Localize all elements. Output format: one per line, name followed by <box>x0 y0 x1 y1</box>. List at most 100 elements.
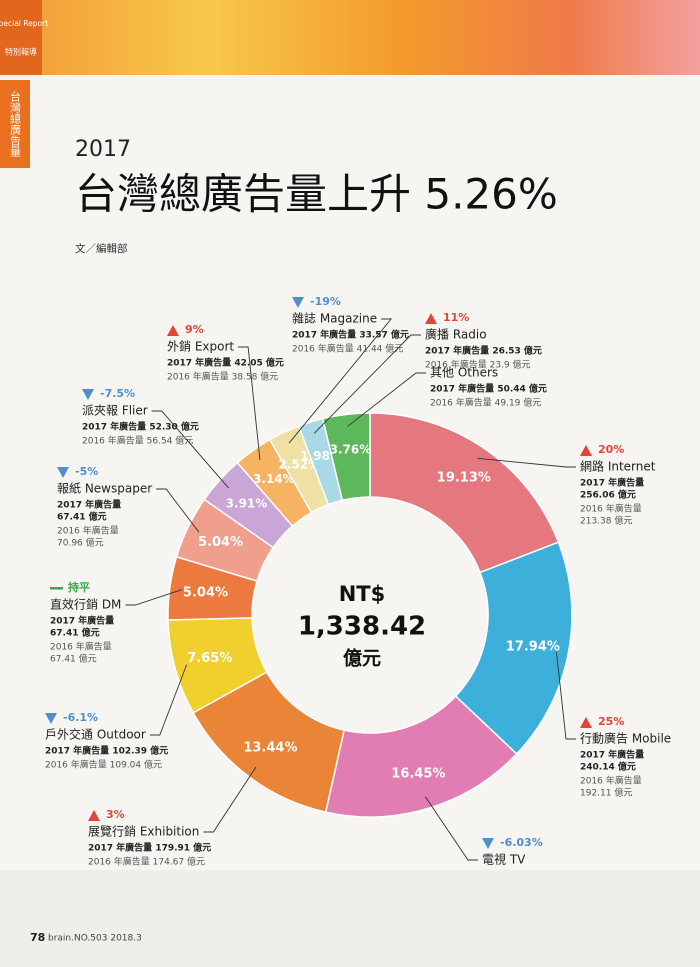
trend-down <box>292 297 304 308</box>
value-2017: 240.14 億元 <box>580 761 636 773</box>
category-name: 派夾報 Flier <box>82 404 148 418</box>
value-2016: 2016 年廣告量 41.44 億元 <box>292 343 403 355</box>
value-2016: 67.41 億元 <box>50 653 97 665</box>
value-2016: 2016 年廣告量 <box>580 775 642 787</box>
value-2016: 192.11 億元 <box>580 787 632 799</box>
category-name: 電視 TV <box>482 852 526 867</box>
trend-flat <box>50 587 63 590</box>
slice <box>454 541 573 755</box>
value-label: 17.94% <box>506 640 560 655</box>
badge-box <box>0 0 42 75</box>
category-name: 雜誌 Magazine <box>292 311 377 326</box>
value-2016: 2016 年廣告量 38.58 億元 <box>167 371 278 383</box>
trend-down <box>45 713 57 724</box>
leader-line <box>477 457 576 468</box>
value-2016: 2016 年廣告量 49.19 億元 <box>430 397 541 409</box>
change: -7.5% <box>100 387 135 400</box>
value-2016: 2016 年廣告量 23.9 億元 <box>425 359 531 371</box>
value-label: 3.76% <box>330 443 372 457</box>
value-2017: 2017 年廣告量 <box>57 499 121 511</box>
value-2016: 2016 年廣告量 174.67 億元 <box>88 856 205 868</box>
center-label: NT$ <box>339 582 386 606</box>
category-name: 廣播 Radio <box>425 328 487 342</box>
leader-line <box>151 410 229 489</box>
leader-line <box>238 346 261 461</box>
badge-zh: 特別報導 <box>5 47 37 57</box>
page-number: 78 <box>30 931 45 944</box>
value-2017: 67.41 億元 <box>57 511 107 523</box>
category-name: 報紙 Newspaper <box>57 481 152 496</box>
byline: 文／編輯部 <box>75 242 128 255</box>
category-name: 其他 Others <box>430 366 498 380</box>
value-2016: 2016 年廣告量 <box>50 641 112 653</box>
change: 25% <box>598 715 624 728</box>
leader-line <box>347 372 426 427</box>
value-2017: 256.06 億元 <box>580 489 636 501</box>
trend-down <box>482 838 494 849</box>
slice <box>321 412 371 502</box>
side-title: 台灣總廣告量 <box>9 90 22 157</box>
value-2016: 2016 年廣告量 56.54 億元 <box>82 435 193 447</box>
value-2017: 2017 年廣告量 26.53 億元 <box>425 345 542 357</box>
value-label: 3.91% <box>226 497 268 511</box>
category-name: 展覽行銷 Exhibition <box>88 824 199 839</box>
value-2017: 2017 年廣告量 42.05 億元 <box>167 357 284 369</box>
change: 11% <box>443 311 469 324</box>
center-label: 1,338.42 <box>298 612 426 642</box>
trend-up <box>580 717 592 728</box>
header-band <box>42 0 700 75</box>
change: -5% <box>75 465 98 478</box>
trend-down <box>57 467 69 478</box>
side-box <box>0 80 30 168</box>
leader-line <box>313 334 421 434</box>
value-2016: 2016 年廣告量 109.04 億元 <box>45 759 162 771</box>
trend-up <box>425 313 437 324</box>
category-name: 直效行銷 DM <box>50 597 121 612</box>
center-label: 億元 <box>343 647 381 670</box>
leader-line <box>125 589 182 606</box>
value-2017: 2017 年廣告量 179.91 億元 <box>88 842 211 854</box>
trend-up <box>580 445 592 456</box>
value-label: 3.14% <box>253 472 295 486</box>
change: 9% <box>185 323 204 336</box>
value-label: 5.04% <box>183 585 228 600</box>
value-2017: 2017 年廣告量 52.30 億元 <box>82 421 199 433</box>
change: -6.03% <box>500 836 543 849</box>
value-2017: 2017 年廣告量 <box>580 749 644 761</box>
value-2016: 2016 年廣告量 <box>580 503 642 515</box>
leader-line <box>555 651 576 740</box>
category-name: 外銷 Export <box>167 339 234 354</box>
value-2017: 2017 年廣告量 <box>50 615 114 627</box>
leader-line <box>424 796 478 861</box>
value-2016: 213.38 億元 <box>580 515 632 527</box>
leader-line <box>288 318 393 444</box>
change: 3% <box>106 808 125 821</box>
leader-line <box>203 766 257 833</box>
value-label: 16.45% <box>391 766 445 781</box>
slice <box>369 412 560 574</box>
footer-band <box>0 870 700 967</box>
value-2017: 2017 年廣告量 102.39 億元 <box>45 745 168 757</box>
value-2016: 70.96 億元 <box>57 537 104 549</box>
category-name: 行動廣告 Mobile <box>580 732 671 746</box>
category-name: 網路 Internet <box>580 459 656 474</box>
value-2017: 2017 年廣告量 33.57 億元 <box>292 329 409 341</box>
page-title: 台灣總廣告量上升 5.26% <box>75 170 558 219</box>
value-2016: 2016 年廣告量 <box>57 525 119 537</box>
change: -19% <box>310 295 341 308</box>
category-name: 戶外交通 Outdoor <box>45 727 146 742</box>
donut-chart: 19.13% 17.94% 16.45% 13.44% 7.65% 5.04% 5.04% 3… <box>45 295 671 896</box>
change: 持平 <box>68 580 90 594</box>
value-2017: 67.41 億元 <box>50 627 100 639</box>
leader-line <box>156 488 200 533</box>
value-label: 13.44% <box>243 740 297 755</box>
trend-up <box>88 810 100 821</box>
leader-line <box>149 664 188 736</box>
kicker: 2017 <box>75 137 131 162</box>
value-2017: 2017 年廣告量 <box>580 477 644 489</box>
value-2017: 2017 年廣告量 50.44 億元 <box>430 383 547 395</box>
issue: brain.NO.503 2018.3 <box>48 934 142 944</box>
value-label: 19.13% <box>437 471 491 486</box>
trend-up <box>167 325 179 336</box>
